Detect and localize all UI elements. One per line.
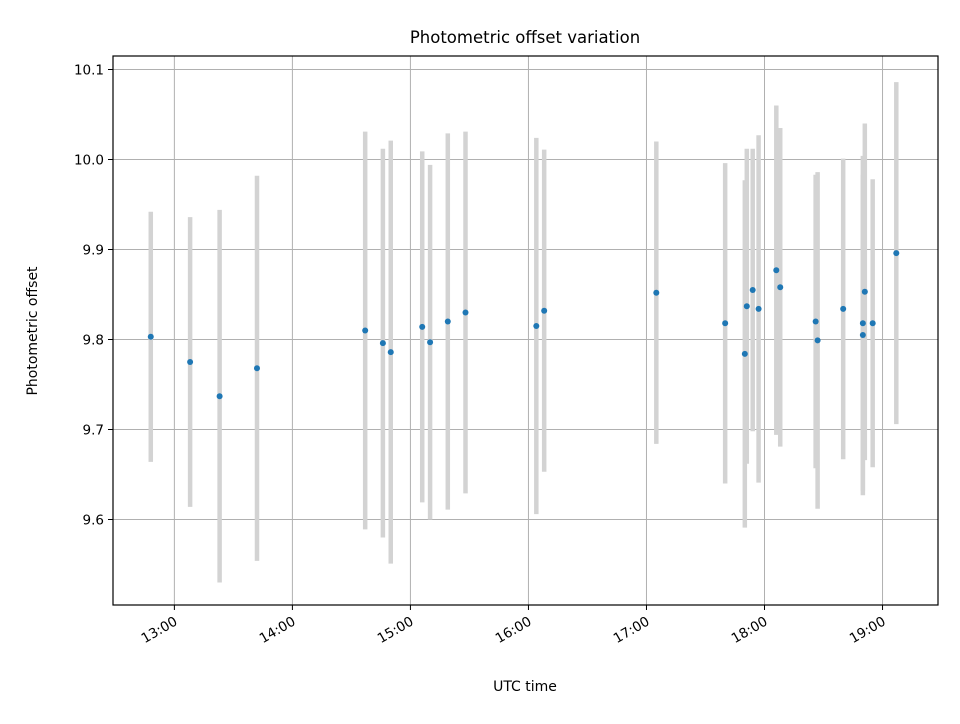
chart-title: Photometric offset variation <box>410 28 640 47</box>
data-point <box>462 309 469 316</box>
data-point <box>379 340 386 347</box>
data-point <box>840 305 847 312</box>
data-point <box>541 307 548 314</box>
y-tick-label: 9.6 <box>83 513 104 529</box>
data-point <box>444 318 451 325</box>
data-point <box>427 339 434 346</box>
data-point <box>859 332 866 338</box>
data-point <box>777 284 784 291</box>
data-point <box>253 365 260 372</box>
x-tick-label: 18:00 <box>729 614 771 647</box>
y-tick-label: 9.9 <box>83 243 104 259</box>
errorbar-layer <box>148 82 899 583</box>
data-point <box>773 267 780 274</box>
y-tick-label: 9.8 <box>83 333 104 349</box>
data-point <box>859 320 866 327</box>
point-layer <box>147 250 900 400</box>
x-tick-label: 13:00 <box>139 614 181 647</box>
data-point <box>187 359 194 365</box>
data-point <box>147 333 154 340</box>
tick-layer: 13:00 14:00 15:00 16:00 17:00 18:00 19:00 9.6 9.… <box>74 63 889 647</box>
data-point <box>419 323 426 330</box>
y-axis-label: Photometric offset <box>25 266 41 396</box>
y-tick-label: 9.7 <box>83 423 104 439</box>
data-point <box>814 337 821 344</box>
data-point <box>893 250 900 257</box>
data-point <box>869 320 876 327</box>
data-point <box>741 350 748 357</box>
data-point <box>749 287 756 293</box>
x-axis-label: UTC time <box>493 679 557 695</box>
data-point <box>653 289 660 296</box>
data-point <box>861 288 868 295</box>
x-tick-label: 16:00 <box>493 614 535 647</box>
data-point <box>533 323 540 329</box>
data-point <box>216 393 223 400</box>
grid-layer <box>113 56 938 605</box>
data-point <box>362 327 369 334</box>
data-point <box>812 318 819 325</box>
y-tick-label: 10.1 <box>74 63 104 79</box>
y-tick-label: 10.0 <box>74 153 104 169</box>
x-tick-label: 17:00 <box>611 614 653 647</box>
data-point <box>743 303 750 310</box>
x-tick-label: 14:00 <box>257 614 299 647</box>
x-tick-label: 19:00 <box>847 614 889 647</box>
axes-frame <box>112 55 939 606</box>
data-point <box>387 349 394 356</box>
data-point <box>722 320 729 327</box>
x-tick-label: 15:00 <box>375 614 417 647</box>
data-point <box>755 305 762 312</box>
